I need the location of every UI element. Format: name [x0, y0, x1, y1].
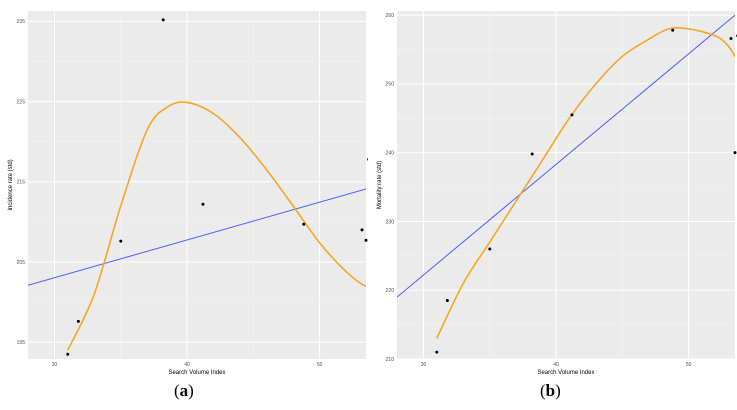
chart-b-plot-background [397, 11, 735, 359]
chart-a-x-tick-label: 40 [184, 362, 190, 368]
chart-a-svg: 30 40 50 195 205 215 225 235 Search Volume Index… [8, 11, 368, 376]
chart-a-data-point [161, 18, 165, 22]
chart-b-x-tick-label: 40 [553, 362, 559, 368]
chart-a-data-point [66, 352, 70, 356]
chart-b-y-tick-label: 240 [386, 150, 395, 156]
chart-b-data-point [671, 28, 675, 32]
chart-b-x-axis-label: Search Volume Index [537, 370, 594, 376]
chart-a-y-axis-label: Incidence rate (std) [8, 159, 14, 210]
chart-a-regression-line [28, 188, 366, 286]
chart-a-x-tick-label: 30 [52, 362, 58, 368]
chart-b-svg: 30 40 50 210 220 230 240 250 260 Search Volume In… [377, 11, 737, 376]
chart-b-data-point [435, 350, 439, 354]
caption-b: (b) [540, 381, 561, 400]
chart-b-x-tick-label: 50 [686, 362, 692, 368]
chart-a-data-point [201, 202, 205, 206]
chart-panel-b: 30 40 50 210 220 230 240 250 260 Search Volume In… [369, 0, 737, 380]
chart-a-data-point [302, 222, 306, 226]
chart-b-y-tick-label: 260 [386, 13, 395, 19]
caption-a: (a) [174, 381, 194, 400]
chart-a-data-point [367, 157, 368, 161]
chart-a-x-tick-label: 50 [317, 362, 323, 368]
chart-b-data-point [729, 37, 733, 41]
chart-b-data-point [733, 151, 737, 155]
chart-b-data-point [570, 113, 574, 117]
chart-b-y-tick-label: 250 [386, 82, 395, 88]
chart-a-x-axis-label: Search Volume Index [168, 370, 225, 376]
chart-b-y-tick-label: 220 [386, 288, 395, 294]
chart-a-data-point [119, 239, 123, 243]
chart-a-plot-background [28, 11, 366, 359]
chart-b-y-tick-label: 210 [386, 357, 395, 363]
chart-b-data-point [445, 299, 449, 303]
chart-a-fitted-curve [67, 101, 366, 351]
chart-b-y-axis-label: Mortality rate (std) [377, 161, 383, 209]
chart-panel-a: 30 40 50 195 205 215 225 235 Search Volume Index… [0, 0, 368, 380]
chart-b-fitted-curve [436, 27, 735, 339]
chart-b-data-point [530, 152, 534, 156]
chart-b-data-point [488, 247, 492, 251]
chart-b-x-tick-label: 30 [421, 362, 427, 368]
chart-b-regression-line [397, 14, 735, 298]
chart-a-y-tick-label: 215 [17, 180, 26, 186]
chart-a-y-tick-label: 225 [17, 99, 26, 105]
chart-a-y-tick-label: 205 [17, 260, 26, 266]
chart-a-y-tick-label: 235 [17, 19, 26, 25]
chart-a-y-tick-label: 195 [17, 340, 26, 346]
chart-a-data-point [360, 228, 364, 232]
chart-b-y-tick-label: 230 [386, 219, 395, 225]
chart-a-data-point [76, 319, 80, 323]
chart-a-data-point [364, 238, 368, 242]
